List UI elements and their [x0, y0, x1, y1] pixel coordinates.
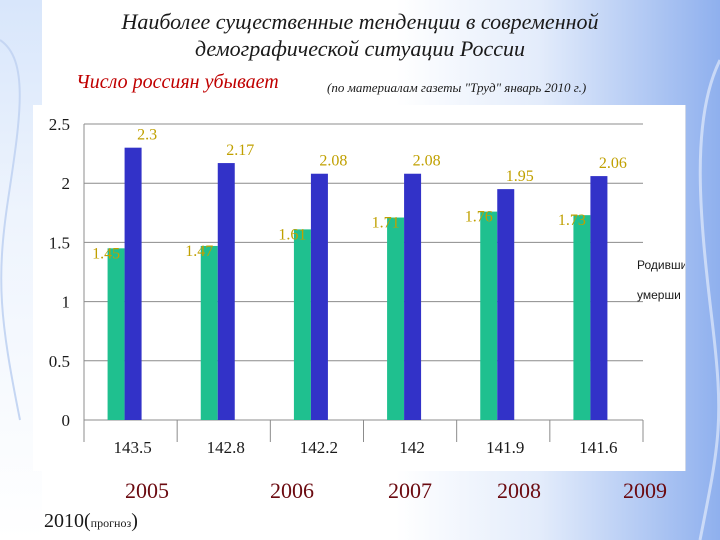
- y-tick-label: 0: [62, 411, 71, 430]
- chart-panel: 0 0.5 1 1.5 2 2.5 143.5 1.45 2.3 142.8 1.47 2.17 142…: [33, 105, 686, 471]
- year-row: 2005 2006 2007 2008 2009: [0, 478, 720, 508]
- bar-births: [387, 217, 405, 420]
- forecast-close: ): [131, 510, 138, 532]
- x-tick-label: 143.5: [113, 438, 151, 457]
- forecast-label: 2010(прогноз): [44, 510, 138, 533]
- source-note: (по материалам газеты "Труд" январь 2010…: [327, 80, 587, 95]
- bar-deaths: [590, 176, 608, 420]
- subtitle: Число россиян убывает: [76, 71, 279, 93]
- data-label: 1.47: [185, 243, 213, 260]
- data-label: 1.45: [92, 245, 120, 262]
- data-label: 2.3: [137, 127, 157, 144]
- data-label: 1.73: [558, 212, 586, 229]
- x-tick-label: 142: [399, 438, 425, 457]
- bar-chart: 0 0.5 1 1.5 2 2.5 143.5 1.45 2.3 142.8 1.47 2.17 142…: [49, 115, 685, 457]
- title-line-1: Наиболее существенные тенденции в соврем…: [121, 9, 599, 34]
- y-tick-label: 2: [62, 174, 71, 193]
- forecast-word: прогноз: [90, 516, 132, 530]
- data-label: 2.17: [226, 142, 254, 159]
- bar-deaths: [124, 147, 142, 420]
- y-tick-label: 0.5: [49, 352, 70, 371]
- data-label: 1.61: [278, 226, 306, 243]
- y-tick-label: 1: [62, 293, 71, 312]
- bar-deaths: [404, 173, 422, 420]
- year-label: 2007: [388, 478, 432, 503]
- bar-births: [200, 245, 218, 420]
- legend-label: Родивши: [637, 258, 685, 272]
- x-tick-label: 141.9: [486, 438, 524, 457]
- data-label: 1.95: [506, 168, 534, 185]
- bar-births: [293, 229, 311, 420]
- bar-births: [573, 215, 591, 420]
- y-tick-label: 1.5: [49, 233, 70, 252]
- bar-births: [107, 248, 125, 420]
- forecast-year: 2010(: [44, 510, 91, 532]
- y-tick-label: 2.5: [49, 115, 70, 134]
- year-label: 2009: [623, 478, 667, 503]
- title-line-2: демографической ситуации России: [194, 36, 526, 61]
- page-title: Наиболее существенные тенденции в соврем…: [40, 8, 680, 62]
- year-label: 2008: [497, 478, 541, 503]
- x-tick-label: 141.6: [579, 438, 617, 457]
- data-label: 2.06: [599, 155, 627, 172]
- legend-label: умерши: [637, 288, 681, 302]
- year-label: 2006: [270, 478, 314, 503]
- data-label: 1.76: [465, 209, 493, 226]
- bar-births: [480, 211, 498, 420]
- x-tick-label: 142.2: [300, 438, 338, 457]
- x-tick-label: 142.8: [207, 438, 245, 457]
- bar-deaths: [497, 189, 515, 420]
- bar-deaths: [310, 173, 328, 420]
- data-label: 1.71: [372, 215, 400, 232]
- data-label: 2.08: [319, 153, 347, 170]
- data-label: 2.08: [413, 153, 441, 170]
- bar-deaths: [217, 163, 235, 420]
- year-label: 2005: [125, 478, 169, 503]
